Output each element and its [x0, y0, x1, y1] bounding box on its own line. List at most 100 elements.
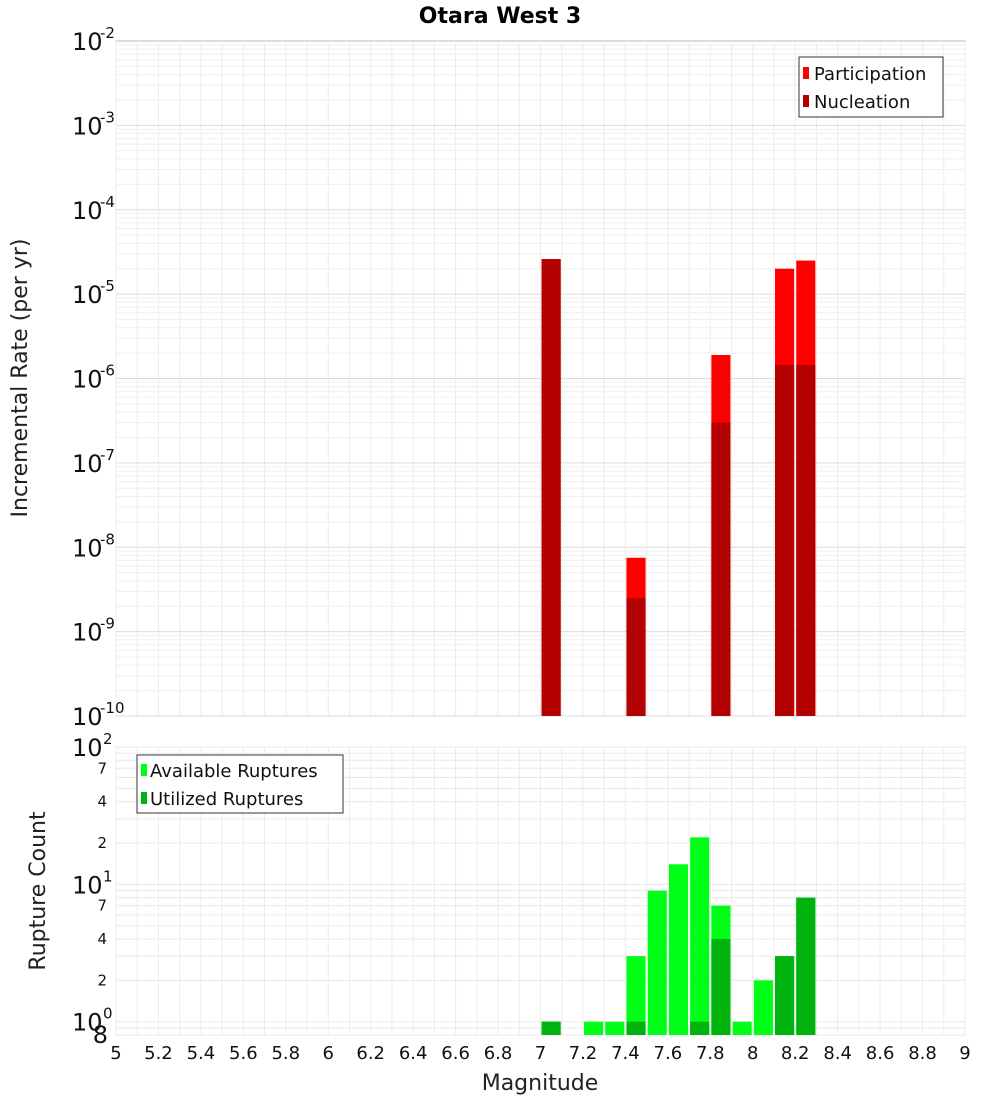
- legend-nucleation-label: Nucleation: [814, 92, 910, 113]
- bottom-y-minor-tick: 4: [97, 793, 107, 811]
- bottom-available-ruptures-bar: [584, 1021, 604, 1035]
- bottom-available-ruptures-bar: [626, 956, 646, 1035]
- legend-participation-swatch: [803, 67, 809, 79]
- x-tick-label: 7.2: [569, 1043, 598, 1064]
- top-y-tick: 10-10: [72, 699, 125, 731]
- top-nucleation-bar: [796, 364, 816, 716]
- x-tick-label: 7.6: [654, 1043, 683, 1064]
- bottom-y-minor-tick: 7: [97, 759, 107, 777]
- x-tick-label: 5.6: [229, 1043, 258, 1064]
- x-axis-label: Magnitude: [482, 1071, 599, 1096]
- top-y-tick-base: 10: [72, 619, 103, 647]
- bottom-y-minor-tick: 8: [93, 1021, 108, 1049]
- bottom-y-tick-exponent: 2: [103, 730, 113, 748]
- bottom-available-ruptures-bar: [647, 890, 667, 1035]
- top-y-tick-base: 10: [72, 534, 103, 562]
- top-y-tick: 10-4: [72, 193, 115, 225]
- bottom-utilized-ruptures-bar: [690, 1021, 710, 1035]
- top-y-tick-base: 10: [72, 281, 103, 309]
- bottom-available-ruptures-bar: [605, 1021, 625, 1035]
- bottom-y-tick-exponent: 0: [103, 1005, 113, 1023]
- legend-available-label: Available Ruptures: [150, 761, 318, 782]
- bottom-utilized-ruptures-bar: [711, 939, 731, 1035]
- bottom-y-tick-base: 10: [72, 1009, 103, 1037]
- x-tick-label: 6.4: [399, 1043, 428, 1064]
- top-bars: [541, 259, 816, 716]
- bottom-y-tick-base: 10: [72, 871, 103, 899]
- legend-utilized-label: Utilized Ruptures: [150, 789, 303, 810]
- x-tick-label: 6: [323, 1043, 334, 1064]
- top-y-tick-exponent: -10: [100, 699, 125, 717]
- legend-nucleation-swatch: [803, 95, 809, 107]
- x-tick-label: 6.2: [356, 1043, 385, 1064]
- x-tick-label: 7.4: [611, 1043, 640, 1064]
- top-nucleation-bar: [711, 422, 731, 716]
- x-tick-label: 8.2: [781, 1043, 810, 1064]
- bottom-utilized-ruptures-bar: [626, 1021, 646, 1035]
- bottom-available-ruptures-bar: [690, 837, 710, 1035]
- x-tick-label: 5.4: [187, 1043, 216, 1064]
- x-tick-label: 9: [959, 1043, 970, 1064]
- top-y-tick-exponent: -2: [100, 24, 115, 42]
- top-nucleation-bar: [626, 598, 646, 716]
- legend-available-swatch: [141, 764, 147, 776]
- top-y-tick: 10-7: [72, 446, 115, 478]
- bottom-legend: Available Ruptures Utilized Ruptures: [136, 754, 344, 814]
- top-y-tick-base: 10: [72, 197, 103, 225]
- legend-participation-label: Participation: [814, 64, 926, 85]
- top-legend-box: [798, 56, 944, 118]
- top-y-tick-exponent: -6: [100, 362, 115, 380]
- top-y-axis-label: Incremental Rate (per yr): [8, 239, 33, 518]
- legend-utilized-swatch: [141, 792, 147, 804]
- top-y-tick-base: 10: [72, 703, 103, 731]
- x-tick-label: 7: [535, 1043, 546, 1064]
- x-tick-labels: 5 5.2 5.4 5.6 5.8 6 6.2 6.4 6.6 6.8 7 7.2 7.4 7.6 7.8 8…: [110, 1043, 970, 1064]
- top-y-tick-base: 10: [72, 366, 103, 394]
- top-y-tick: 10-3: [72, 108, 115, 140]
- top-grid: [115, 41, 966, 717]
- bottom-y-minor-tick: 2: [97, 834, 107, 852]
- bottom-utilized-ruptures-bar: [775, 956, 795, 1035]
- top-y-tick: 10-5: [72, 277, 115, 309]
- bottom-y-minor-tick: 2: [97, 971, 107, 989]
- top-y-tick-base: 10: [72, 28, 103, 56]
- top-y-tick-exponent: -7: [100, 446, 115, 464]
- bottom-y-tick-exponent: 1: [103, 867, 113, 885]
- bottom-utilized-ruptures-bar: [796, 897, 816, 1035]
- top-y-tick: 10-6: [72, 362, 115, 394]
- top-y-tick-exponent: -9: [100, 615, 115, 633]
- x-tick-label: 6.6: [441, 1043, 470, 1064]
- bottom-y-tick: 10 1: [72, 867, 113, 899]
- bottom-available-ruptures-bar: [732, 1021, 752, 1035]
- bottom-utilized-ruptures-bar: [541, 1021, 561, 1035]
- bottom-grid: [115, 746, 966, 1036]
- x-tick-label: 5.2: [144, 1043, 173, 1064]
- x-tick-label: 8: [747, 1043, 758, 1064]
- x-tick-label: 8.6: [866, 1043, 895, 1064]
- x-tick-label: 6.8: [484, 1043, 513, 1064]
- bottom-available-ruptures-bar: [668, 864, 689, 1035]
- top-y-tick-base: 10: [72, 112, 103, 140]
- top-y-tick-exponent: -4: [100, 193, 115, 211]
- top-nucleation-bar: [775, 364, 795, 716]
- top-y-tick-base: 10: [72, 450, 103, 478]
- bottom-y-minor-tick: 7: [97, 897, 107, 915]
- top-y-tick: 10-2: [72, 24, 115, 56]
- top-y-tick-exponent: -5: [100, 277, 115, 295]
- bottom-y-tick: 10 0: [72, 1005, 113, 1037]
- bottom-y-minor-tick: 4: [97, 930, 107, 948]
- x-tick-label: 8.8: [908, 1043, 937, 1064]
- top-legend: Participation Nucleation: [798, 56, 944, 118]
- bottom-legend-box: [136, 754, 344, 814]
- x-tick-label: 7.8: [696, 1043, 725, 1064]
- x-tick-label: 5.8: [271, 1043, 300, 1064]
- bottom-available-ruptures-bar: [753, 980, 773, 1035]
- x-tick-label: 8.4: [823, 1043, 852, 1064]
- top-y-tick: 10-8: [72, 530, 115, 562]
- bottom-y-axis-label: Rupture Count: [26, 811, 51, 971]
- top-nucleation-bar: [541, 259, 561, 716]
